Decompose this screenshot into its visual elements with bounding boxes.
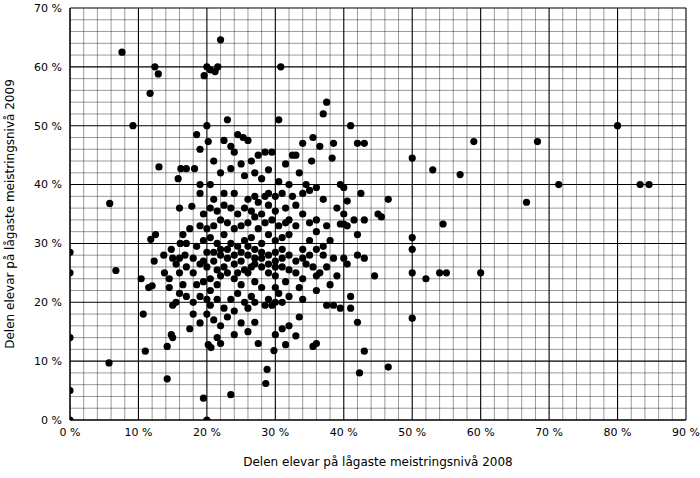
svg-text:70 %: 70 %: [535, 426, 563, 439]
svg-text:60 %: 60 %: [467, 426, 495, 439]
svg-text:40 %: 40 %: [34, 178, 62, 191]
svg-text:0 %: 0 %: [60, 426, 81, 439]
svg-text:80 %: 80 %: [604, 426, 632, 439]
svg-text:20 %: 20 %: [34, 296, 62, 309]
svg-text:30 %: 30 %: [261, 426, 289, 439]
svg-text:60 %: 60 %: [34, 61, 62, 74]
svg-text:50 %: 50 %: [34, 120, 62, 133]
svg-text:50 %: 50 %: [398, 426, 426, 439]
svg-text:20 %: 20 %: [193, 426, 221, 439]
svg-text:10 %: 10 %: [124, 426, 152, 439]
svg-text:30 %: 30 %: [34, 237, 62, 250]
svg-text:90 %: 90 %: [672, 426, 692, 439]
svg-text:10 %: 10 %: [34, 355, 62, 368]
svg-text:40 %: 40 %: [330, 426, 358, 439]
svg-text:0 %: 0 %: [41, 414, 62, 427]
svg-text:Delen elevar på lågaste meistr: Delen elevar på lågaste meistringsnivå 2…: [243, 455, 513, 469]
svg-text:Delen elevar på lågaste meistr: Delen elevar på lågaste meistringsnivå 2…: [8, 79, 17, 349]
svg-text:70 %: 70 %: [34, 2, 62, 15]
